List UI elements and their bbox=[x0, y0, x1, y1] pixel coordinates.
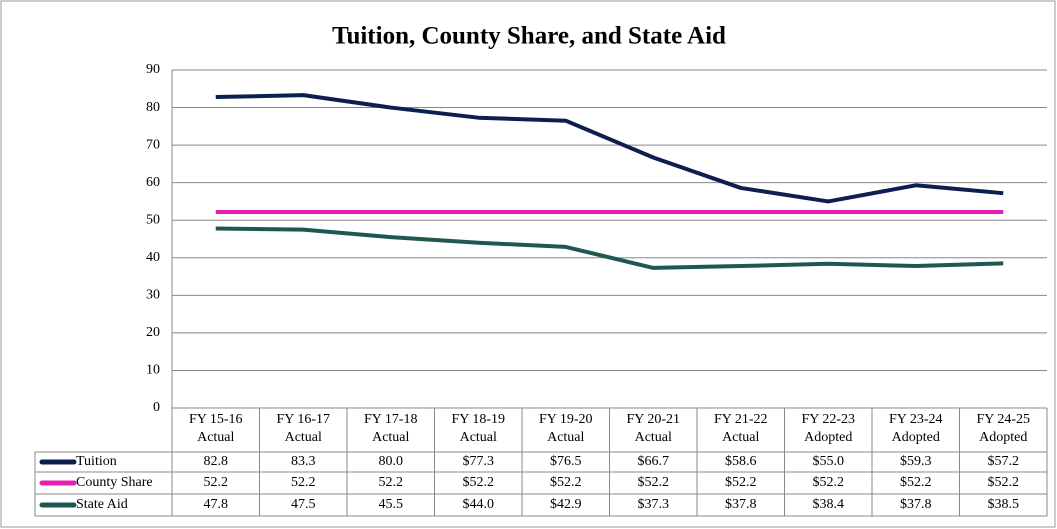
x-tick-label: Actual bbox=[460, 430, 497, 445]
table-value: 52.2 bbox=[379, 475, 404, 490]
table-value: $55.0 bbox=[813, 454, 845, 469]
table-value: $37.8 bbox=[900, 497, 932, 512]
table-value: $77.3 bbox=[463, 454, 495, 469]
x-tick-label: FY 19-20 bbox=[539, 412, 593, 427]
legend-label: State Aid bbox=[76, 497, 128, 512]
table-value: 83.3 bbox=[291, 454, 316, 469]
table-value: $52.2 bbox=[638, 475, 670, 490]
table-value: 45.5 bbox=[379, 497, 404, 512]
x-tick-label: FY 24-25 bbox=[976, 412, 1030, 427]
table-value: 47.8 bbox=[204, 497, 229, 512]
table-value: $38.4 bbox=[813, 497, 845, 512]
x-tick-label: Actual bbox=[722, 430, 759, 445]
y-tick-label: 70 bbox=[146, 137, 160, 152]
x-tick-label: FY 22-23 bbox=[801, 412, 855, 427]
legend-label: County Share bbox=[76, 475, 153, 490]
chart-title: Tuition, County Share, and State Aid bbox=[332, 23, 726, 50]
x-tick-label: Actual bbox=[285, 430, 322, 445]
legend-label: Tuition bbox=[76, 454, 117, 469]
series-line bbox=[215, 93, 1004, 204]
table-value: $52.2 bbox=[550, 475, 582, 490]
table-value: $52.2 bbox=[463, 475, 495, 490]
series-line bbox=[215, 226, 1004, 270]
y-tick-label: 10 bbox=[146, 363, 160, 378]
table-value: 52.2 bbox=[204, 475, 229, 490]
table-value: $66.7 bbox=[638, 454, 670, 469]
table-value: 52.2 bbox=[291, 475, 316, 490]
y-tick-label: 20 bbox=[146, 325, 160, 340]
table-value: $37.8 bbox=[725, 497, 757, 512]
table-value: $52.2 bbox=[900, 475, 932, 490]
x-tick-label: Adopted bbox=[979, 430, 1027, 445]
x-tick-label: FY 18-19 bbox=[451, 412, 505, 427]
table-value: $37.3 bbox=[638, 497, 670, 512]
table-value: $42.9 bbox=[550, 497, 582, 512]
table-value: $52.2 bbox=[988, 475, 1020, 490]
table-value: $57.2 bbox=[988, 454, 1020, 469]
x-tick-label: Adopted bbox=[892, 430, 940, 445]
table-value: 82.8 bbox=[204, 454, 229, 469]
table-value: $44.0 bbox=[463, 497, 495, 512]
y-tick-label: 50 bbox=[146, 212, 160, 227]
y-tick-label: 40 bbox=[146, 250, 160, 265]
x-tick-label: Actual bbox=[547, 430, 584, 445]
x-tick-label: FY 15-16 bbox=[189, 412, 243, 427]
x-tick-label: FY 20-21 bbox=[626, 412, 680, 427]
table-value: 80.0 bbox=[379, 454, 404, 469]
x-tick-label: FY 23-24 bbox=[889, 412, 943, 427]
y-tick-label: 0 bbox=[153, 400, 160, 415]
y-tick-label: 80 bbox=[146, 100, 160, 115]
x-tick-label: Adopted bbox=[804, 430, 852, 445]
x-tick-label: FY 16-17 bbox=[276, 412, 330, 427]
y-tick-label: 60 bbox=[146, 175, 160, 190]
table-value: $59.3 bbox=[900, 454, 932, 469]
x-tick-label: Actual bbox=[635, 430, 672, 445]
x-tick-label: FY 21-22 bbox=[714, 412, 768, 427]
table-value: $76.5 bbox=[550, 454, 582, 469]
y-tick-label: 30 bbox=[146, 288, 160, 303]
table-value: 47.5 bbox=[291, 497, 316, 512]
table-value: $52.2 bbox=[813, 475, 845, 490]
table-value: $38.5 bbox=[988, 497, 1020, 512]
x-tick-label: FY 17-18 bbox=[364, 412, 418, 427]
table-value: $52.2 bbox=[725, 475, 757, 490]
x-tick-label: Actual bbox=[197, 430, 234, 445]
table-value: $58.6 bbox=[725, 454, 757, 469]
y-tick-label: 90 bbox=[146, 62, 160, 77]
x-tick-label: Actual bbox=[372, 430, 409, 445]
